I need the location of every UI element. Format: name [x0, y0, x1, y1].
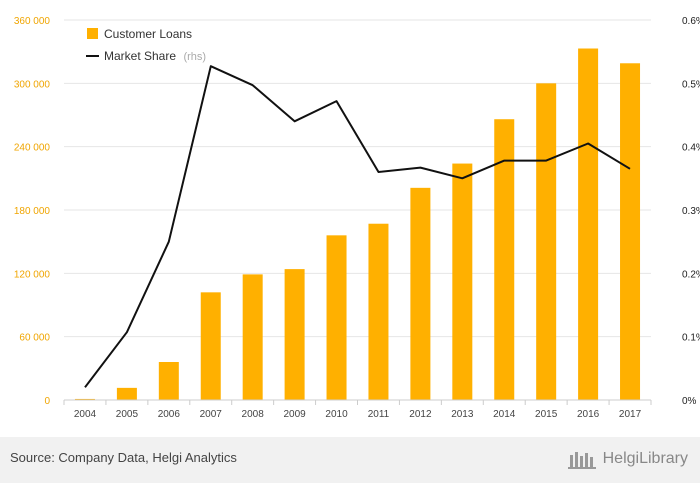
- x-tick-label: 2008: [242, 409, 265, 420]
- bar: [200, 292, 221, 400]
- x-tick-label: 2012: [409, 409, 432, 420]
- right-axis: 0% 0.1% 0.2% 0.3% 0.4% 0.5% 0.6%: [682, 16, 700, 407]
- bar-series-customer-loans: [74, 48, 641, 401]
- gridlines: [64, 19, 651, 338]
- legend-axis-note: (rhs): [183, 51, 206, 63]
- y-right-tick-label: 0.2%: [682, 269, 700, 280]
- y-left-tick-label: 240 000: [14, 143, 51, 154]
- x-tick-label: 2016: [577, 409, 600, 420]
- y-left-tick-label: 0: [44, 396, 50, 407]
- bar: [326, 235, 347, 400]
- bar: [410, 187, 431, 400]
- bar: [368, 223, 389, 400]
- bar: [620, 63, 641, 401]
- line-series-market-share: [84, 65, 631, 388]
- x-tick-label: 2006: [158, 409, 181, 420]
- y-right-tick-label: 0%: [682, 396, 697, 407]
- bar: [284, 269, 305, 400]
- bar: [536, 83, 557, 400]
- bar: [116, 387, 137, 400]
- y-left-tick-label: 120 000: [14, 269, 51, 280]
- library-icon: [567, 452, 596, 469]
- bar: [158, 362, 179, 400]
- y-left-tick-label: 60 000: [19, 333, 50, 344]
- bar: [494, 119, 515, 400]
- y-left-tick-label: 360 000: [14, 16, 51, 27]
- x-tick-label: 2011: [368, 409, 390, 420]
- bar: [242, 274, 263, 400]
- bar: [578, 48, 599, 400]
- x-tick-label: 2013: [451, 409, 474, 420]
- x-tick-label: 2009: [283, 409, 306, 420]
- y-right-tick-label: 0.5%: [682, 79, 700, 90]
- x-tick-label: 2010: [325, 409, 348, 420]
- brand-logo[interactable]: HelgiLibrary: [567, 447, 688, 471]
- x-tick-label: 2004: [74, 409, 97, 420]
- x-tick-label: 2015: [535, 409, 558, 420]
- x-tick-label: 2005: [116, 409, 139, 420]
- y-left-tick-label: 180 000: [14, 206, 51, 217]
- bar: [74, 398, 95, 400]
- y-left-tick-label: 300 000: [14, 79, 51, 90]
- market-share-line: [84, 65, 631, 388]
- footer: Source: Company Data, Helgi Analytics He…: [0, 437, 700, 483]
- x-tick-label: 2007: [200, 409, 223, 420]
- brand-name: HelgiLibrary: [602, 450, 688, 467]
- legend-swatch-customer-loans: [87, 28, 98, 39]
- y-right-tick-label: 0.1%: [682, 333, 700, 344]
- x-axis: 2004 2005 2006 2007 2008 2009 2010 2011 2012 2013…: [63, 399, 652, 420]
- x-tick-label: 2014: [493, 409, 516, 420]
- y-right-tick-label: 0.3%: [682, 206, 700, 217]
- legend-entry-market-share: Market Share (rhs): [104, 47, 206, 64]
- legend-label-market-share: Market Share: [104, 49, 176, 63]
- x-tick-label: 2017: [619, 409, 642, 420]
- legend: Customer Loans Market Share (rhs): [86, 27, 206, 64]
- y-right-tick-label: 0.4%: [682, 143, 700, 154]
- bar: [452, 163, 473, 400]
- left-axis: 0 60 000 120 000 180 000 240 000 300 000 360 0…: [14, 16, 51, 407]
- y-right-tick-label: 0.6%: [682, 16, 700, 27]
- legend-label-customer-loans: Customer Loans: [104, 27, 192, 41]
- combo-chart: 0 60 000 120 000 180 000 240 000 300 000 360 0…: [14, 16, 700, 420]
- source-text: Source: Company Data, Helgi Analytics: [10, 450, 237, 465]
